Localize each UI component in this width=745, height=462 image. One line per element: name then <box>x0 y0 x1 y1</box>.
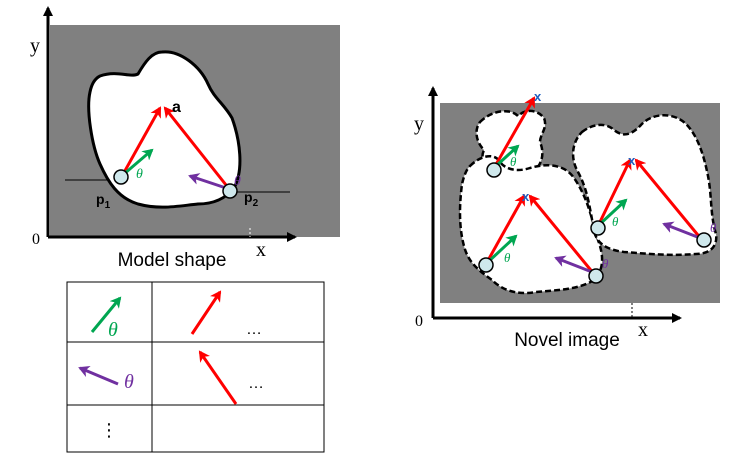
novel-purple-vector-right <box>662 221 701 240</box>
model-x-axis-label: x <box>256 239 266 261</box>
novel-point-small <box>486 162 502 178</box>
model-shape-caption: Model shape <box>118 250 227 271</box>
novel-point-right-2 <box>696 232 712 248</box>
novel-point-left-2 <box>588 268 604 284</box>
r-table-row1-theta: θ <box>108 319 118 341</box>
novel-red-vector-small <box>492 96 536 169</box>
model-point-p1 <box>113 169 129 185</box>
novel-image-panel: x x x θ θ θ θ θ y x 0 Novel image <box>414 86 720 351</box>
novel-image-caption: Novel image <box>514 330 620 351</box>
model-point-p2 <box>222 183 238 199</box>
novel-marker-top: x <box>534 89 542 104</box>
novel-red-vector-right-2 <box>634 158 704 241</box>
novel-theta-1: θ <box>510 154 517 169</box>
r-table-row2-purple-arrow <box>78 365 119 386</box>
r-table: θ … θ … ⋮ <box>66 281 325 453</box>
model-y-axis-label: y <box>30 35 40 57</box>
r-table-row2-theta: θ <box>124 371 134 393</box>
model-shape-panel: a θ θ p1 p2 y x 0 Model shape <box>30 6 340 271</box>
novel-y-axis-label: y <box>414 113 424 135</box>
novel-red-vector-left-1 <box>484 194 526 265</box>
novel-origin-label: 0 <box>415 313 423 330</box>
model-p1-label: p1 <box>96 191 111 211</box>
novel-purple-vector-left <box>554 255 593 274</box>
r-table-row3-dots: ⋮ <box>100 420 118 440</box>
model-green-vector <box>123 148 154 176</box>
model-p2-label: p2 <box>244 189 259 209</box>
model-theta-purple: θ <box>234 174 241 189</box>
novel-green-vector-left <box>486 234 518 264</box>
novel-theta-4: θ <box>602 256 609 271</box>
model-origin-label: 0 <box>32 231 40 248</box>
model-point-a-label: a <box>172 99 181 116</box>
model-purple-vector <box>188 173 227 190</box>
novel-green-vector-right <box>598 198 628 226</box>
novel-point-right-1 <box>590 220 606 236</box>
novel-theta-3: θ <box>612 214 619 229</box>
novel-marker-right: x <box>628 153 636 168</box>
novel-x-axis-label: x <box>638 319 648 341</box>
novel-point-left-1 <box>478 257 494 273</box>
r-table-row1-green-arrow <box>90 296 122 333</box>
novel-theta-5: θ <box>710 220 717 235</box>
novel-marker-left: x <box>522 189 530 204</box>
model-theta-green: θ <box>136 167 143 182</box>
r-table-row1-red-arrow <box>190 290 222 335</box>
r-table-row1-dots: … <box>246 321 262 338</box>
r-table-row2-red-arrow <box>198 350 238 405</box>
novel-green-vector-small <box>494 144 520 168</box>
novel-red-vector-right-1 <box>596 158 632 227</box>
model-red-vector-2 <box>163 106 232 191</box>
novel-red-vector-left-2 <box>528 194 596 275</box>
novel-blob-right <box>571 114 718 257</box>
model-red-vector-1 <box>120 106 162 177</box>
novel-theta-2: θ <box>504 250 511 265</box>
r-table-row2-dots: … <box>248 375 264 392</box>
